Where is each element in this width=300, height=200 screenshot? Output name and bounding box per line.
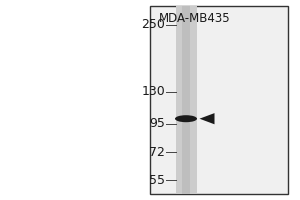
Text: 95: 95 (149, 117, 165, 130)
Bar (0, 0, 150, 200)
Text: 250: 250 (141, 18, 165, 31)
Text: 72: 72 (149, 146, 165, 159)
Text: MDA-MB435: MDA-MB435 (159, 12, 231, 25)
Bar (182, 6, 190, 194)
Bar (176, 6, 197, 194)
Polygon shape (200, 113, 214, 124)
Ellipse shape (175, 115, 197, 122)
Text: 55: 55 (149, 174, 165, 187)
Text: 130: 130 (141, 85, 165, 98)
Bar (150, 6, 288, 194)
